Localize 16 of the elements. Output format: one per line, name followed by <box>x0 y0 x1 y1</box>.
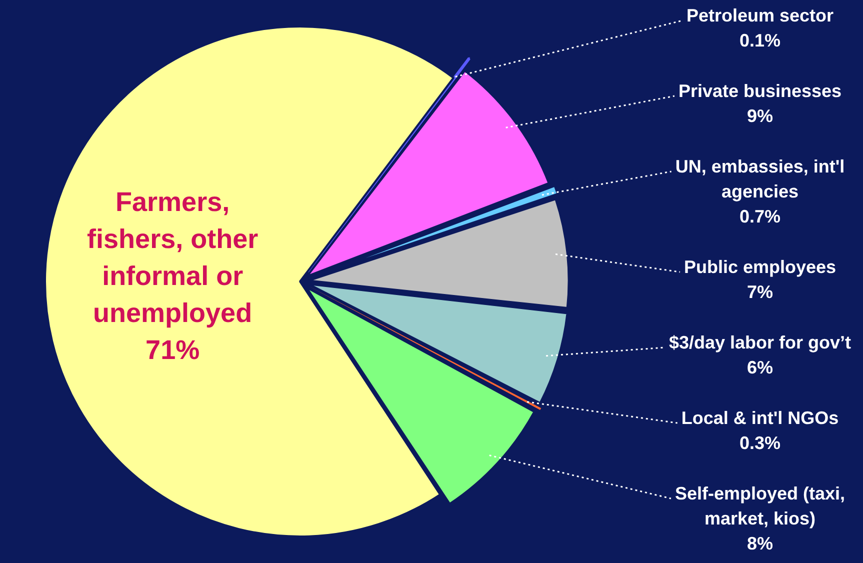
data-label: 7% <box>746 282 774 302</box>
data-label: 71% <box>146 334 200 365</box>
slice-label: $3/day labor for gov’t <box>668 332 852 352</box>
data-label: 0.1% <box>739 30 781 50</box>
slice-label: UN, embassies, int'l agencies <box>675 156 845 202</box>
data-label: 0.7% <box>739 206 781 226</box>
slice-label: Farmers, fishers, other informal or unemployed <box>87 186 259 328</box>
slice-label: Petroleum sector <box>686 5 834 26</box>
slice-label: Public employees <box>684 256 836 277</box>
slice-label: Local & int'l NGOs <box>681 408 839 428</box>
slice-label: Self-employed (taxi, market, kios) <box>674 483 846 528</box>
data-label: 0.3% <box>739 432 781 453</box>
data-label: 8% <box>746 533 774 554</box>
slice-label: Private businesses <box>678 80 842 101</box>
data-label: 9% <box>746 106 774 126</box>
data-label: 6% <box>746 357 774 378</box>
